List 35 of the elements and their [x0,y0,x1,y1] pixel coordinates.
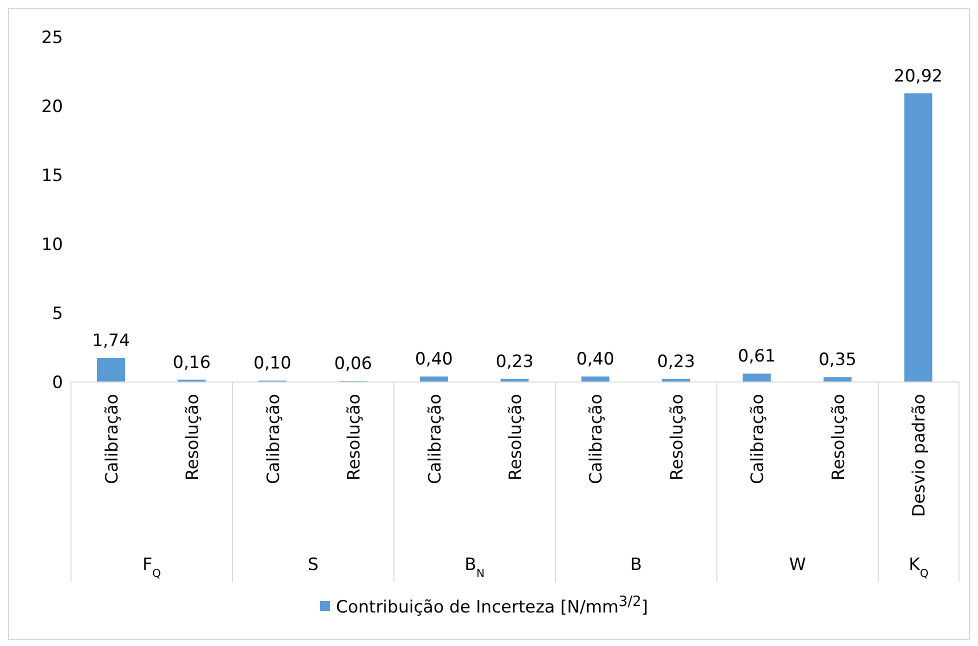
data-label: 0,10 [254,354,292,374]
y-tick-label: 20 [41,97,63,118]
data-label: 1,74 [92,330,130,351]
x-tick-label: Resolução [344,394,365,480]
data-label: 0,40 [576,349,614,370]
x-tick-label: Resolução [667,394,688,480]
data-label: 0,35 [818,350,856,370]
y-tick-label: 10 [41,235,63,256]
x-tick-label: Resolução [506,394,526,480]
x-tick-label: Resolução [183,394,204,480]
x-tick-label: Calibração [102,394,122,484]
data-label: 20,92 [894,66,943,86]
x-tick-label: Calibração [748,394,768,484]
data-label: 0,40 [414,349,453,370]
text: F$_{Q}$ [142,555,162,580]
data-label: 0,61 [738,346,776,367]
data-label: 0,23 [496,352,534,372]
x-tick-label: Resolução [828,394,849,480]
data-label: 0,23 [657,352,696,372]
x-tick-label: Calibração [425,394,446,484]
y-tick-label: 0 [52,373,63,394]
y-tick-label: 25 [41,28,63,48]
data-label: 0,06 [334,354,372,374]
text: W [789,555,806,575]
x-tick-label: Desvio padrão [910,394,930,517]
x-tick-label: Calibração [264,394,284,484]
data-label: 0,16 [172,352,211,373]
text: S [308,555,319,575]
text: K$_{Q}$ [908,555,929,580]
x-tick-label: Calibração [586,394,607,484]
legend-label: Contribuição de Incerteza [N/mm$^{3/2}$] [336,594,648,618]
text: B [630,555,642,575]
y-tick-label: 5 [52,304,63,324]
text: B$_{N}$ [464,555,485,580]
y-tick-label: 15 [41,166,63,186]
